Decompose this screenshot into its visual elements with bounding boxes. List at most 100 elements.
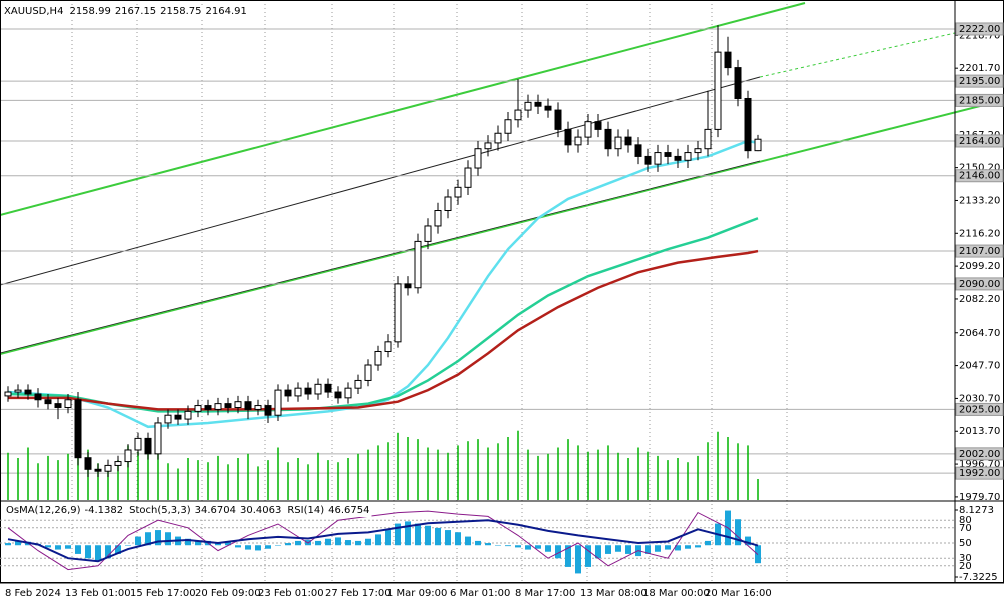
last-low: 2158.75 — [160, 6, 201, 17]
candle-body — [404, 283, 412, 289]
x-tick-label: 6 Mar 01:00 — [450, 588, 510, 599]
candle-body — [204, 405, 212, 410]
level-box — [955, 22, 1004, 36]
osma-bar — [365, 538, 371, 546]
candle-body — [394, 283, 402, 343]
candle-body — [44, 399, 52, 405]
level-box — [955, 93, 1004, 107]
header-bg — [2, 5, 249, 18]
osma-bar — [465, 536, 471, 546]
osma-bar — [55, 545, 61, 550]
candle-body — [274, 389, 282, 416]
candle-body — [264, 405, 272, 416]
candle-body — [304, 387, 312, 395]
candle-body — [334, 391, 342, 399]
candle-body — [734, 67, 742, 99]
osma-bar — [475, 540, 481, 546]
candle-body — [24, 389, 32, 395]
candle-body — [634, 144, 642, 157]
osma-bar — [605, 545, 611, 554]
osma-bar — [685, 545, 691, 549]
candle-body — [364, 364, 372, 381]
osma-bar — [485, 543, 491, 546]
osc-tick-label: 20 — [959, 561, 972, 572]
osma-bar — [5, 543, 11, 546]
candle-body — [124, 449, 132, 463]
candle-body — [94, 468, 102, 472]
candle-body — [84, 457, 92, 470]
level-label: 2195.00 — [959, 76, 1000, 87]
candle-body — [644, 155, 652, 165]
osma-bar — [265, 545, 271, 549]
candle-body — [54, 403, 62, 408]
x-tick-label: 20 Feb 09:00 — [195, 588, 261, 599]
level-label: 2222.00 — [959, 24, 1000, 35]
osma-bar — [165, 532, 171, 546]
osma-bar — [505, 545, 511, 547]
level-box — [955, 447, 1004, 461]
candle-body — [614, 136, 622, 150]
channel-bottom-inner — [0, 160, 761, 354]
candle-body — [214, 403, 222, 410]
x-tick-label: 13 Mar 08:00 — [580, 588, 647, 599]
candle-body — [684, 152, 692, 161]
osma-bar — [315, 540, 321, 546]
osma-bar — [245, 545, 251, 550]
osma-bar — [555, 545, 561, 559]
candle-body — [174, 414, 182, 420]
osma-bar — [225, 541, 231, 546]
osma-bar — [325, 538, 331, 546]
candle-body — [484, 142, 492, 150]
osma-bar — [575, 545, 581, 574]
candle-body — [104, 464, 112, 472]
candle-body — [254, 405, 262, 410]
osma-bar — [515, 545, 521, 548]
osma-last: -4.1382 — [85, 505, 124, 516]
candle-body — [74, 399, 82, 459]
candle-body — [14, 389, 22, 393]
osma-bar — [535, 545, 541, 549]
osma-bar — [275, 545, 281, 546]
osma-bar — [335, 537, 341, 546]
candle-body — [554, 109, 562, 130]
y-tick-label: 2133.20 — [959, 195, 1000, 206]
osma-bar — [105, 545, 111, 559]
level-box — [955, 134, 1004, 148]
channel-top — [0, 2, 806, 216]
candle-body — [454, 186, 462, 198]
osma-bar — [735, 519, 741, 546]
y-tick-label: 2099.20 — [959, 261, 1000, 272]
x-tick-label: 15 Feb 17:00 — [130, 588, 196, 599]
osma-bar — [345, 540, 351, 546]
osma-bar — [545, 545, 551, 552]
candle-body — [714, 51, 722, 130]
stoch-name: Stoch(5,3,3) — [129, 505, 191, 516]
candle-body — [744, 97, 752, 152]
osma-bar — [445, 530, 451, 546]
x-tick-label: 8 Feb 2024 — [5, 588, 61, 599]
x-tick-label: 8 Mar 17:00 — [515, 588, 575, 599]
x-tick-label: 27 Feb 17:00 — [325, 588, 391, 599]
osma-name: OsMA(12,26,9) — [6, 505, 81, 516]
trend-lines — [0, 0, 1004, 582]
candle-body — [424, 225, 432, 242]
osma-bar — [625, 545, 631, 554]
candle-body — [624, 136, 632, 146]
osma-bar — [695, 545, 701, 548]
candle-body — [444, 196, 452, 212]
level-box — [955, 74, 1004, 88]
osma-bar — [125, 545, 131, 546]
candle-body — [64, 399, 72, 408]
y-tick-label: 2082.20 — [959, 294, 1000, 305]
osma-bar — [525, 545, 531, 550]
candle-body — [464, 167, 472, 188]
x-tick-label: 20 Mar 16:00 — [705, 588, 772, 599]
level-box — [955, 402, 1004, 416]
osma-bar — [195, 540, 201, 546]
channel-bottom — [0, 99, 1004, 355]
osma-bar — [595, 545, 601, 559]
candle-body — [494, 132, 502, 144]
osma-bar — [675, 545, 681, 551]
x-tick-label: 13 Feb 01:00 — [65, 588, 131, 599]
